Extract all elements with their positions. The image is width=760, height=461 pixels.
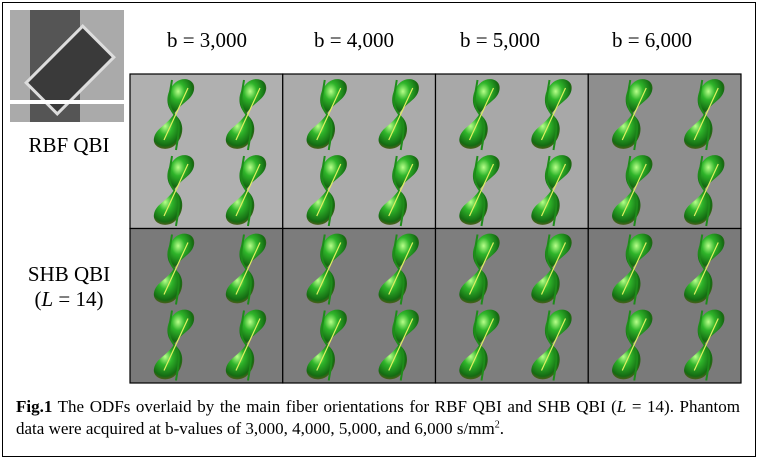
- odf-panels: [129, 73, 742, 384]
- column-header: b = 6,000: [611, 28, 693, 52]
- caption-text: L: [616, 397, 627, 416]
- column-header: b = 5,000: [459, 28, 541, 52]
- caption-text: Fig.1: [16, 397, 53, 416]
- row-label-line: (L = 14): [10, 287, 128, 312]
- row-label: SHB QBI (L = 14): [10, 262, 128, 312]
- row-label-text: (: [34, 287, 42, 311]
- column-header: b = 3,000: [166, 28, 248, 52]
- row-label-text: SHB QBI: [27, 262, 111, 286]
- row-label: RBF QBI: [10, 133, 128, 158]
- row-label-line: RBF QBI: [10, 133, 128, 158]
- figure-frame: [2, 2, 756, 457]
- column-header: b = 4,000: [313, 28, 395, 52]
- phantom-image: [10, 10, 124, 122]
- caption-text: = 14). Phantom data were acquired at b-v…: [16, 397, 740, 438]
- caption-text: The ODFs overlaid by the main fiber orie…: [52, 397, 617, 416]
- figure-caption: Fig.1 The ODFs overlaid by the main fibe…: [16, 396, 740, 440]
- row-label-line: SHB QBI: [10, 262, 128, 287]
- odf-panel: [587, 73, 742, 230]
- caption-text: .: [499, 419, 504, 438]
- row-label-text: L: [41, 287, 54, 311]
- row-label-text: RBF QBI: [28, 133, 110, 157]
- caption-text: 2: [494, 419, 500, 431]
- row-label-text: = 14): [53, 287, 104, 311]
